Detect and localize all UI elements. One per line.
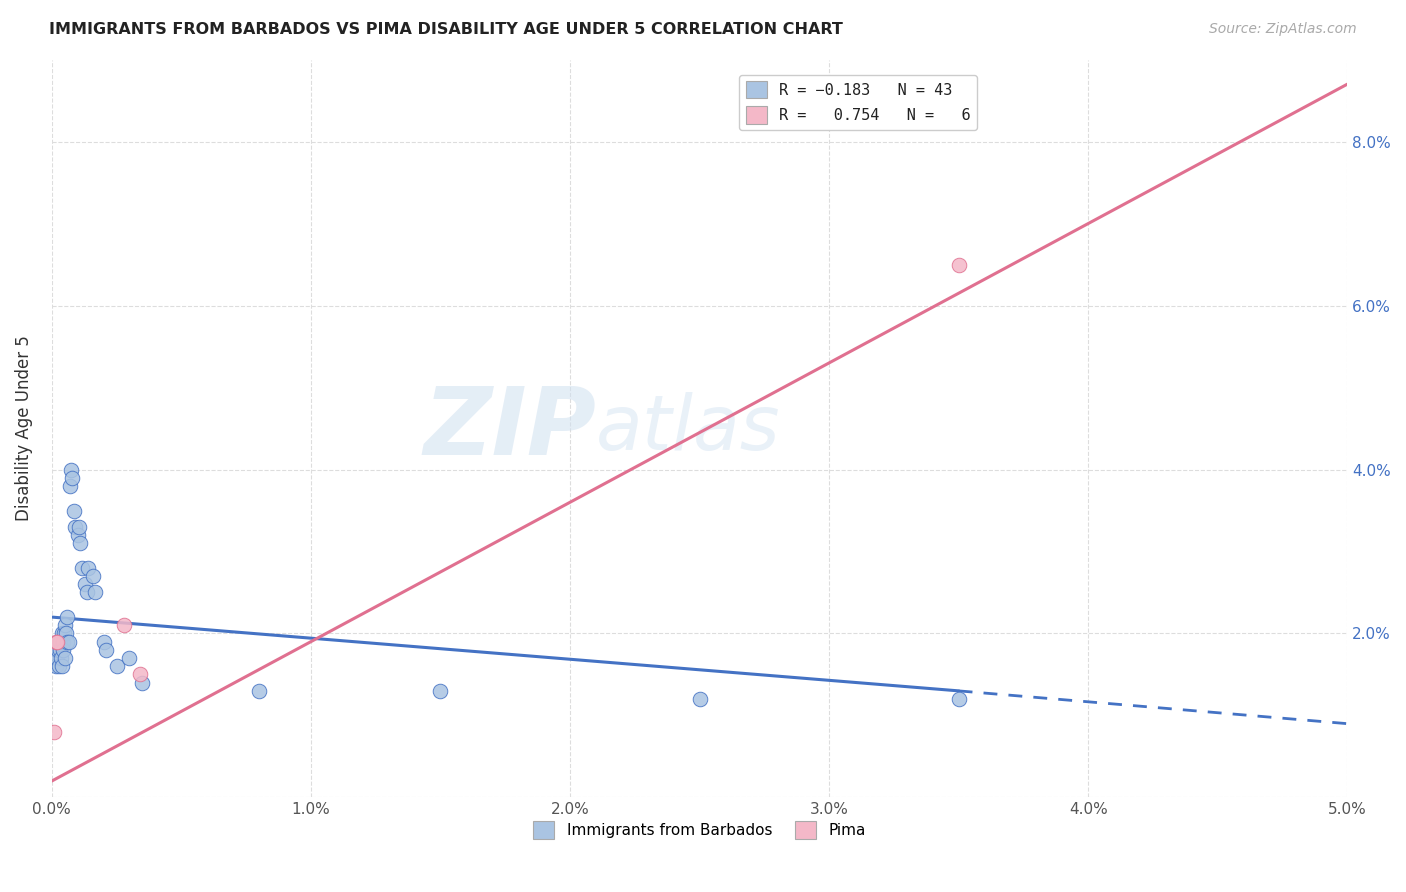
- Point: [96, 643, 118, 657]
- Point: [429, 684, 451, 698]
- Point: [63, 520, 86, 534]
- Point: [51, 626, 73, 640]
- Point: [46, 634, 69, 648]
- Point: [93, 634, 115, 648]
- Point: [948, 258, 970, 272]
- Point: [45, 651, 67, 665]
- Point: [118, 651, 141, 665]
- Point: [45, 634, 67, 648]
- Point: [51, 659, 73, 673]
- Point: [62, 471, 84, 485]
- Point: [69, 536, 91, 550]
- Point: [53, 618, 76, 632]
- Point: [52, 634, 75, 648]
- Point: [58, 634, 80, 648]
- Point: [67, 520, 90, 534]
- Point: [247, 684, 270, 698]
- Text: atlas: atlas: [596, 392, 780, 466]
- Point: [948, 692, 970, 706]
- Point: [105, 659, 128, 673]
- Point: [56, 610, 79, 624]
- Point: [62, 503, 84, 517]
- Point: [53, 626, 76, 640]
- Point: [55, 634, 77, 648]
- Point: [53, 651, 76, 665]
- Point: [46, 643, 69, 657]
- Point: [131, 675, 153, 690]
- Text: ZIP: ZIP: [423, 383, 596, 475]
- Point: [75, 577, 97, 591]
- Point: [77, 561, 100, 575]
- Point: [70, 561, 93, 575]
- Point: [45, 659, 67, 673]
- Point: [52, 643, 75, 657]
- Point: [48, 659, 70, 673]
- Point: [82, 569, 104, 583]
- Point: [128, 667, 150, 681]
- Point: [45, 643, 67, 657]
- Point: [46, 634, 69, 648]
- Point: [66, 528, 89, 542]
- Point: [49, 651, 72, 665]
- Point: [42, 724, 65, 739]
- Point: [60, 462, 83, 476]
- Legend: Immigrants from Barbados, Pima: Immigrants from Barbados, Pima: [527, 815, 872, 845]
- Y-axis label: Disability Age Under 5: Disability Age Under 5: [15, 335, 32, 522]
- Point: [83, 585, 105, 599]
- Text: IMMIGRANTS FROM BARBADOS VS PIMA DISABILITY AGE UNDER 5 CORRELATION CHART: IMMIGRANTS FROM BARBADOS VS PIMA DISABIL…: [49, 22, 844, 37]
- Text: Source: ZipAtlas.com: Source: ZipAtlas.com: [1209, 22, 1357, 37]
- Point: [55, 626, 77, 640]
- Point: [76, 585, 98, 599]
- Point: [49, 643, 72, 657]
- Point: [59, 479, 82, 493]
- Point: [48, 634, 70, 648]
- Point: [112, 618, 135, 632]
- Point: [689, 692, 711, 706]
